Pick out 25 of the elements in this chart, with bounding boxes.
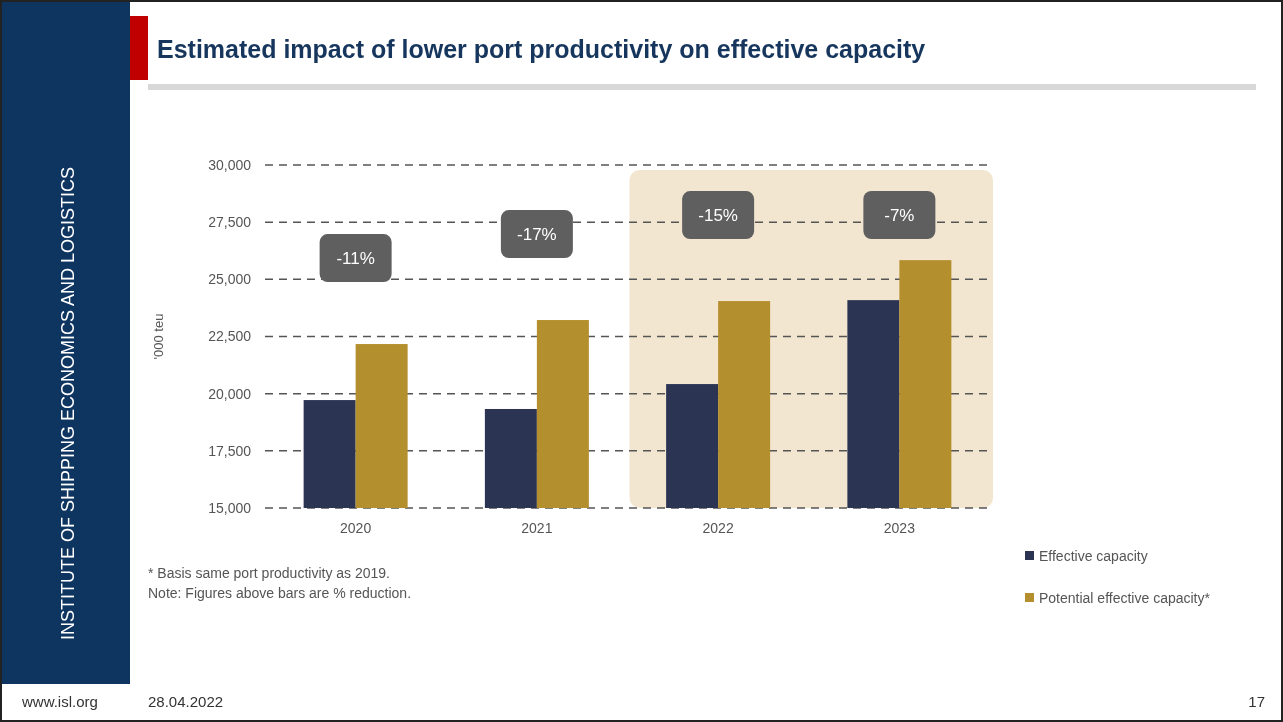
legend-label: Effective capacity [1039, 547, 1148, 564]
y-tick-label: 17,500 [208, 442, 252, 459]
y-tick-label: 27,500 [208, 214, 252, 231]
text: INSTITUTE OF SHIPPING ECONOMICS AND LOGISTICS [58, 166, 78, 640]
annotation: -11% [336, 249, 375, 268]
text: 17 [1248, 693, 1265, 710]
legend-label: Potential effective capacity* [1039, 589, 1211, 606]
x-tick-label: 2022 [702, 520, 734, 536]
x-tick-label: 2021 [521, 520, 553, 536]
y-tick-label: 22,500 [208, 328, 252, 345]
text: www.isl.org [21, 693, 98, 710]
x-tick-label: 2020 [340, 520, 372, 536]
y-axis-title: '000 teu [151, 313, 166, 360]
annotation: -17% [517, 224, 557, 244]
x-tick-label: 2023 [883, 520, 916, 536]
y-tick-label: 20,000 [208, 385, 252, 402]
y-tick-label: 15,000 [208, 499, 252, 516]
text: Note: Figures above bars are % reduction. [148, 585, 412, 601]
annotation: -7% [884, 205, 915, 225]
text: 28.04.2022 [148, 693, 224, 710]
text: * Basis same port productivity as 2019. [148, 565, 391, 581]
y-tick-label: 30,000 [208, 156, 252, 173]
annotation: -15% [698, 206, 738, 226]
chart-title: Estimated impact of lower port productivity on effective capacity [157, 35, 926, 63]
y-tick-label: 25,000 [208, 271, 252, 288]
